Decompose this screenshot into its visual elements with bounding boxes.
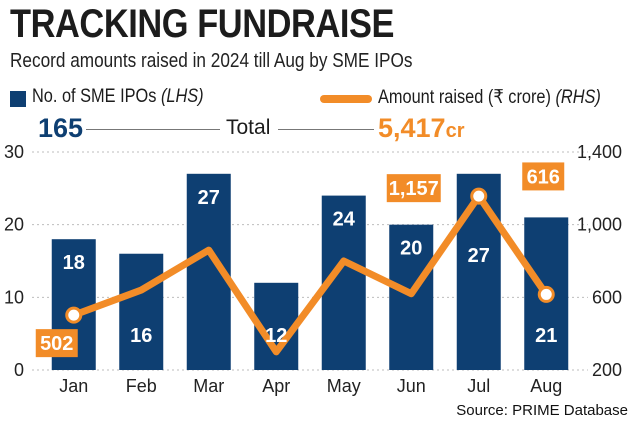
bar-value-label: 16 <box>130 325 152 347</box>
legend-line-swatch <box>320 95 372 103</box>
y-left-tick-label: 30 <box>4 142 24 162</box>
bar-jun <box>389 224 434 370</box>
line-value-label: 502 <box>40 333 73 355</box>
total-amount-unit: cr <box>445 120 465 142</box>
total-ipos: 165 <box>38 113 84 143</box>
line-value-label: 1,157 <box>389 178 439 200</box>
legend-bar-swatch <box>10 91 26 107</box>
line-callout-box <box>522 162 565 191</box>
legend-line-label: Amount raised (₹ crore) (RHS) <box>378 86 601 109</box>
bar-value-label: 18 <box>63 252 85 274</box>
bar-value-label: 20 <box>400 238 422 260</box>
line-callout-box <box>386 174 441 203</box>
bar-feb <box>119 253 164 370</box>
total-divider-right <box>278 129 374 130</box>
bar-jul <box>456 173 501 370</box>
bar-value-label: 24 <box>333 209 356 231</box>
x-tick-label: Jan <box>59 376 88 396</box>
line-value-label: 616 <box>527 166 560 188</box>
x-tick-label: Apr <box>262 376 290 396</box>
bar-value-label: 21 <box>535 325 557 347</box>
y-right-tick-label: 200 <box>592 360 622 380</box>
amount-line <box>70 192 550 356</box>
line-marker-jan <box>65 306 83 324</box>
legend-line-name: Amount raised (₹ crore) <box>378 87 551 108</box>
legend-bars-axis: (LHS) <box>160 86 204 107</box>
total-divider-left <box>86 129 220 130</box>
x-tick-label: Feb <box>126 376 157 396</box>
chart-subtitle: Record amounts raised in 2024 till Aug b… <box>10 50 413 72</box>
y-left-tick-label: 10 <box>4 287 24 307</box>
line-marker-jul <box>470 187 488 205</box>
legend-bars-label: No. of SME IPOs (LHS) <box>32 86 204 108</box>
bar-value-label: 27 <box>198 187 220 209</box>
x-tick-label: Jun <box>397 376 426 396</box>
y-left-tick-label: 0 <box>14 360 24 380</box>
legend-bars-name: No. of SME IPOs <box>32 86 157 107</box>
total-label: Total <box>226 116 271 139</box>
y-left-tick-label: 20 <box>4 215 24 235</box>
x-tick-label: Mar <box>193 376 224 396</box>
total-amount: 5,417cr <box>378 113 464 144</box>
line-callout-box <box>35 329 78 358</box>
x-tick-label: May <box>327 376 361 396</box>
bar-value-label: 12 <box>265 325 287 347</box>
y-right-tick-label: 1,400 <box>577 142 622 162</box>
chart-title: TRACKING FUNDRAISE <box>10 2 395 46</box>
bar-value-label: 27 <box>468 245 490 267</box>
legend-line-axis: (RHS) <box>555 87 601 108</box>
x-tick-label: Aug <box>530 376 562 396</box>
x-tick-label: Jul <box>467 376 490 396</box>
y-right-tick-label: 1,000 <box>577 215 622 235</box>
line-marker-aug <box>537 285 555 303</box>
y-right-tick-label: 600 <box>592 287 622 307</box>
total-amount-value: 5,417 <box>378 113 446 143</box>
source-note: Source: PRIME Database <box>456 402 628 419</box>
